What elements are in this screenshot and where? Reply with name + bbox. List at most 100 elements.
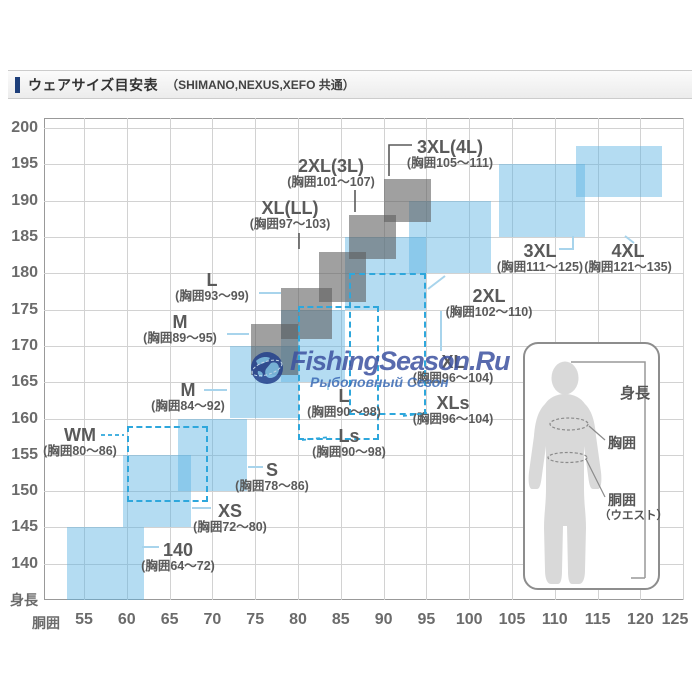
chest-range-2xl-blue: (胸囲102～110) (445, 305, 533, 320)
x-tick-65: 65 (160, 611, 179, 628)
size-box-xs (122, 454, 191, 528)
size-name-xls: XLs (436, 393, 470, 413)
size-label-xls: XLs (胸囲96～104) (412, 393, 494, 427)
gridline-x-85 (340, 118, 342, 600)
gridline-x-65 (169, 118, 171, 600)
y-tick-170: 170 (11, 336, 38, 354)
size-name-wm: WM (64, 425, 96, 445)
y-tick-175: 175 (11, 300, 38, 318)
x-tick-80: 80 (289, 611, 307, 628)
size-label-wm: WM (胸囲80～86) (43, 425, 117, 459)
x-tick-70: 70 (203, 611, 222, 628)
header-bar: ウェアサイズ目安表 （SHIMANO,NEXUS,XEFO 共通） (8, 70, 692, 99)
chest-range-wm: (胸囲80～86) (43, 444, 117, 459)
gridline-x-100 (469, 118, 471, 600)
size-label-2xl-gray: 2XL(3L) (胸囲101～107) (287, 156, 375, 190)
size-label-m-gray: M (胸囲89～95) (143, 312, 217, 346)
size-name-xl-gray: XL(LL) (261, 198, 319, 218)
gridline-y-155 (44, 454, 684, 456)
gridline-y-145 (44, 527, 684, 529)
size-name-2xl-blue: 2XL (472, 286, 506, 306)
gridline-x-60 (126, 118, 128, 600)
size-box-ls (298, 305, 380, 441)
gridline-x-95 (426, 118, 428, 600)
y-tick-160: 160 (11, 409, 38, 427)
chest-range-l-blue: (胸囲90～98) (307, 405, 381, 420)
waist-label: 胴囲 (608, 492, 636, 508)
x-tick-85: 85 (331, 611, 350, 628)
chest-range-4xl-blue: (胸囲121～135) (584, 260, 672, 275)
chest-range-s: (胸囲78～86) (235, 479, 309, 494)
gridline-y-170 (44, 345, 684, 347)
gridline-y-160 (44, 418, 684, 420)
x-tick-95: 95 (417, 611, 436, 628)
page-title: ウェアサイズ目安表 (28, 76, 159, 93)
y-tick-195: 195 (11, 155, 38, 173)
size-label-l-blue: L (胸囲90～98) (307, 386, 381, 420)
size-name-3xl-gray: 3XL(4L) (416, 137, 484, 157)
size-name-4xl-blue: 4XL (611, 241, 645, 261)
chest-label: 胸囲 (608, 435, 636, 451)
y-tick-155: 155 (11, 445, 38, 463)
size-box-xls (349, 273, 427, 415)
header-accent-bar (15, 76, 20, 93)
gridline-y-190 (44, 200, 684, 202)
size-name-xs: XS (217, 501, 243, 521)
size-label-m-blue: M (胸囲84～92) (151, 380, 225, 414)
size-box-xl-gray (319, 251, 367, 303)
gridline-y-175 (44, 309, 684, 311)
gridline-x-55 (84, 118, 85, 600)
y-axis-label: 身長 (10, 592, 38, 608)
y-tick-180: 180 (11, 264, 38, 282)
x-tick-120: 120 (627, 611, 654, 628)
size-label-4xl-blue: 4XL (胸囲121～135) (584, 241, 672, 275)
x-tick-125: 125 (661, 611, 689, 628)
chest-range-3xl-gray: (胸囲105～111) (406, 156, 494, 171)
x-tick-110: 110 (541, 611, 568, 628)
size-label-s: S (胸囲78～86) (235, 460, 309, 494)
gridline-y-165 (44, 382, 684, 384)
y-tick-145: 145 (11, 518, 38, 536)
size-name-ls: Ls (338, 426, 360, 446)
size-label-3xl-gray: 3XL(4L) (胸囲105～111) (406, 137, 494, 171)
size-box-3xl-blue (499, 164, 585, 237)
waist-sub-label: （ウエスト） (599, 510, 668, 522)
size-name-l-blue: L (338, 386, 350, 406)
gridline-x-70 (212, 118, 214, 600)
gridline-y-200 (44, 128, 684, 130)
size-label-3xl-blue: 3XL (胸囲111～125) (497, 241, 583, 275)
gridline-y-195 (44, 164, 684, 166)
chest-range-l-gray: (胸囲93～99) (175, 289, 249, 304)
size-label-xl-blue: XL (胸囲96～104) (412, 352, 494, 386)
x-tick-55: 55 (75, 611, 93, 628)
y-tick-165: 165 (11, 373, 38, 391)
y-tick-190: 190 (11, 191, 38, 209)
chest-range-xs: (胸囲72～80) (193, 520, 267, 535)
x-tick-75: 75 (246, 611, 265, 628)
body-silhouette (528, 361, 646, 584)
size-label-2xl-blue: 2XL (胸囲102～110) (445, 286, 533, 320)
size-label-xl-gray: XL(LL) (胸囲97～103) (249, 198, 331, 232)
gridline-x-125 (683, 118, 685, 600)
y-tick-150: 150 (11, 482, 38, 500)
y-tick-140: 140 (11, 554, 38, 572)
size-box-4xl-blue (576, 146, 662, 198)
gridline-x-105 (512, 118, 513, 600)
chest-range-m-blue: (胸囲84～92) (151, 399, 225, 414)
size-name-xl-blue: XL (441, 352, 465, 372)
chest-range-xls: (胸囲96～104) (412, 412, 494, 427)
size-name-3xl-blue: 3XL (523, 241, 557, 261)
size-box-s (178, 418, 247, 492)
page-subtitle: （SHIMANO,NEXUS,XEFO 共通） (166, 78, 355, 92)
size-label-ls: Ls (胸囲90～98) (312, 426, 386, 460)
chest-range-xl-gray: (胸囲97～103) (249, 217, 331, 232)
size-label-xs: XS (胸囲72～80) (193, 501, 267, 535)
gridline-y-140 (44, 563, 684, 565)
x-tick-105: 105 (498, 611, 526, 628)
chest-range-xl-blue: (胸囲96～104) (412, 371, 494, 386)
size-name-m-blue: M (180, 380, 196, 400)
size-box-wm (126, 425, 209, 502)
chest-range-2xl-gray: (胸囲101～107) (287, 175, 375, 190)
gridline-y-150 (44, 491, 684, 493)
